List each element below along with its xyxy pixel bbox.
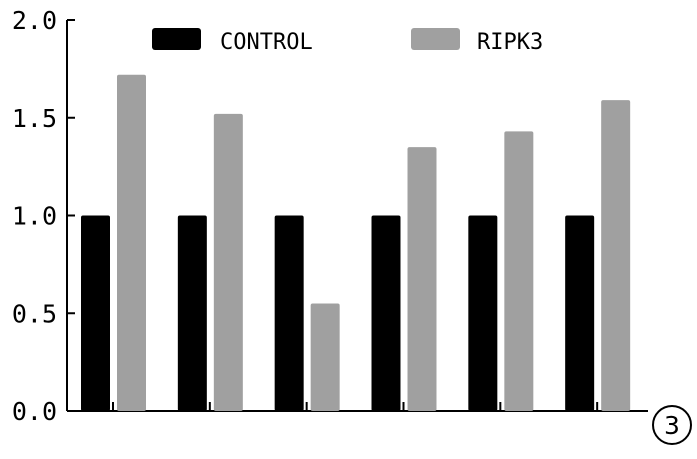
panel-label-circle: [652, 405, 692, 445]
bar-control: [274, 215, 304, 411]
legend-label: RIPK3: [477, 30, 543, 55]
y-tick-label: 1.5: [12, 104, 57, 133]
bar-control: [371, 215, 401, 411]
legend: CONTROL RIPK3: [152, 28, 543, 55]
panel-label-group: 3: [652, 405, 692, 445]
bar-ripk3: [117, 74, 146, 412]
y-tick-label: 0.0: [12, 397, 57, 426]
y-tick-label: 0.5: [12, 299, 57, 328]
bars: [81, 74, 631, 412]
y-tick-label: 2.0: [12, 6, 57, 35]
bar-ripk3: [601, 100, 631, 411]
y-tick-label: 1.0: [12, 202, 57, 231]
legend-swatch: [152, 28, 201, 50]
legend-swatch: [411, 28, 460, 50]
bar-control: [177, 215, 207, 411]
bar-control: [468, 215, 498, 411]
bar-control: [81, 215, 110, 411]
legend-label: CONTROL: [220, 30, 313, 55]
bar-ripk3: [213, 113, 243, 411]
bar-ripk3: [407, 147, 437, 411]
bar-ripk3: [310, 303, 340, 411]
bar-control: [565, 215, 595, 411]
axes: 0.0 0.5 1.0 1.5 2.0: [12, 6, 648, 426]
panel-label: 3: [664, 411, 680, 440]
bar-ripk3: [504, 131, 534, 411]
